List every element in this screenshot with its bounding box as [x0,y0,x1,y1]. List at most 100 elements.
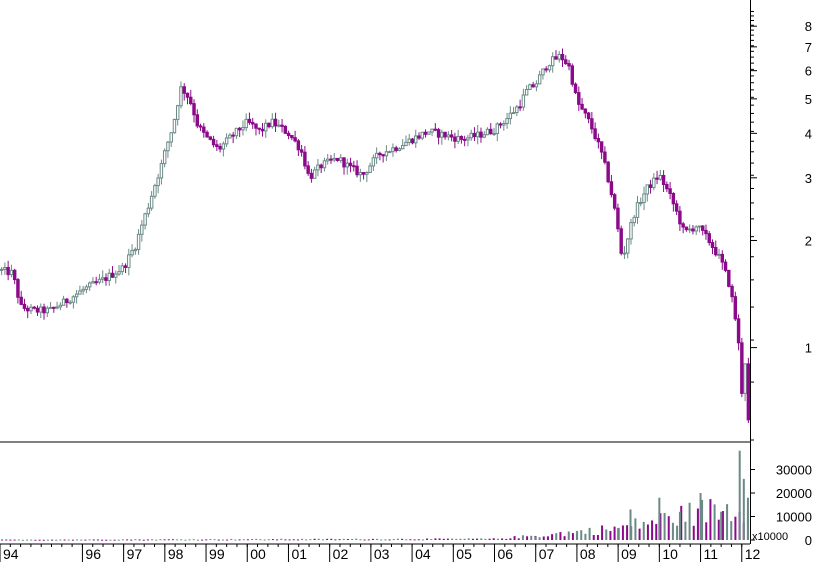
volume-bar [742,478,745,540]
candle-up [397,148,402,151]
candle-up [505,118,509,125]
volume-bar [505,538,508,540]
candle-up [322,160,327,169]
candle-down [260,128,265,132]
candle-down [459,135,464,140]
volume-tick-label: 0 [805,533,812,548]
volume-bar [517,538,520,540]
volume-bar [680,505,683,540]
volume-bar [155,539,158,541]
candle-up [339,157,343,161]
volume-bar [658,497,661,540]
volume-bar [692,525,695,540]
volume-bar [476,538,479,540]
volume-bar [117,539,120,541]
candle-down [723,261,728,271]
candle-up [179,86,183,107]
candle-down [52,306,56,309]
candle-down [472,132,477,138]
candle-up [446,134,451,138]
candle-up [511,112,516,115]
candle-down [319,164,323,169]
volume-bar [51,539,54,541]
candle-down [668,188,672,194]
volume-bar [151,539,154,541]
candle-up [368,165,372,173]
candle-up [508,112,513,120]
volume-bar [192,539,195,541]
volume-bar [513,536,516,540]
candle-down [342,157,346,168]
price-tick-label: 3 [805,171,812,186]
volume-bar [426,538,429,540]
candle-up [515,106,519,114]
x-tick-label: 08 [580,546,596,562]
candle-up [55,306,59,309]
x-tick-label: 99 [209,546,225,562]
volume-bar [359,539,362,541]
volume-multiplier-label: x10000 [752,531,788,543]
volume-bars [1,450,749,541]
candle-down [417,135,421,139]
candle-down [564,59,568,65]
x-tick-label: 09 [621,546,637,562]
volume-bar [430,539,433,541]
volume-bar [709,499,712,540]
volume-bar [59,539,62,541]
candle-down [436,129,441,138]
candle-down [531,84,535,88]
candle-down [309,172,314,179]
x-tick-label: 12 [745,546,761,562]
candle-up [365,171,369,175]
volume-bar [434,538,437,540]
volume-bar [317,538,320,540]
candle-up [244,118,248,129]
volume-bar [305,539,308,541]
candle-down [42,306,46,314]
candle-up [130,250,134,256]
volume-bar [371,538,374,540]
volume-axis: 0 10000 20000 30000 x10000 [750,463,812,548]
candle-down [590,118,594,130]
candle-down [335,157,340,161]
chart-frame [0,0,751,545]
candle-up [387,151,392,154]
candle-up [687,228,692,231]
candle-up [645,184,650,195]
volume-bar [201,539,204,541]
candle-up [234,127,239,137]
candle-down [94,281,98,284]
candle-down [599,141,604,153]
candle-down [290,134,294,139]
volume-bar [509,538,512,540]
volume-bar [609,530,612,540]
candle-up [61,298,66,306]
candle-down [250,121,255,125]
volume-bar [376,538,379,540]
candle-up [0,268,4,271]
volume-bar [221,539,224,541]
candle-down [733,296,738,320]
volume-bar [471,538,474,540]
candle-up [107,272,111,281]
volume-bar [130,539,133,541]
candle-down [671,192,676,205]
volume-bar [738,450,741,540]
candle-down [254,123,258,129]
candle-up [172,118,177,134]
candle-up [58,304,63,308]
candle-down [198,125,203,128]
volume-bar [638,528,641,540]
volume-bar [176,539,179,541]
candle-up [358,172,363,176]
volume-bar [313,538,316,540]
candle-down [684,226,689,231]
volume-bar [126,539,129,541]
candle-down [65,298,69,304]
x-tick-label: 10 [662,546,678,562]
x-tick-label: 97 [127,546,143,562]
candle-down [12,269,17,281]
candle-up [639,202,643,205]
volume-bar [446,538,449,540]
